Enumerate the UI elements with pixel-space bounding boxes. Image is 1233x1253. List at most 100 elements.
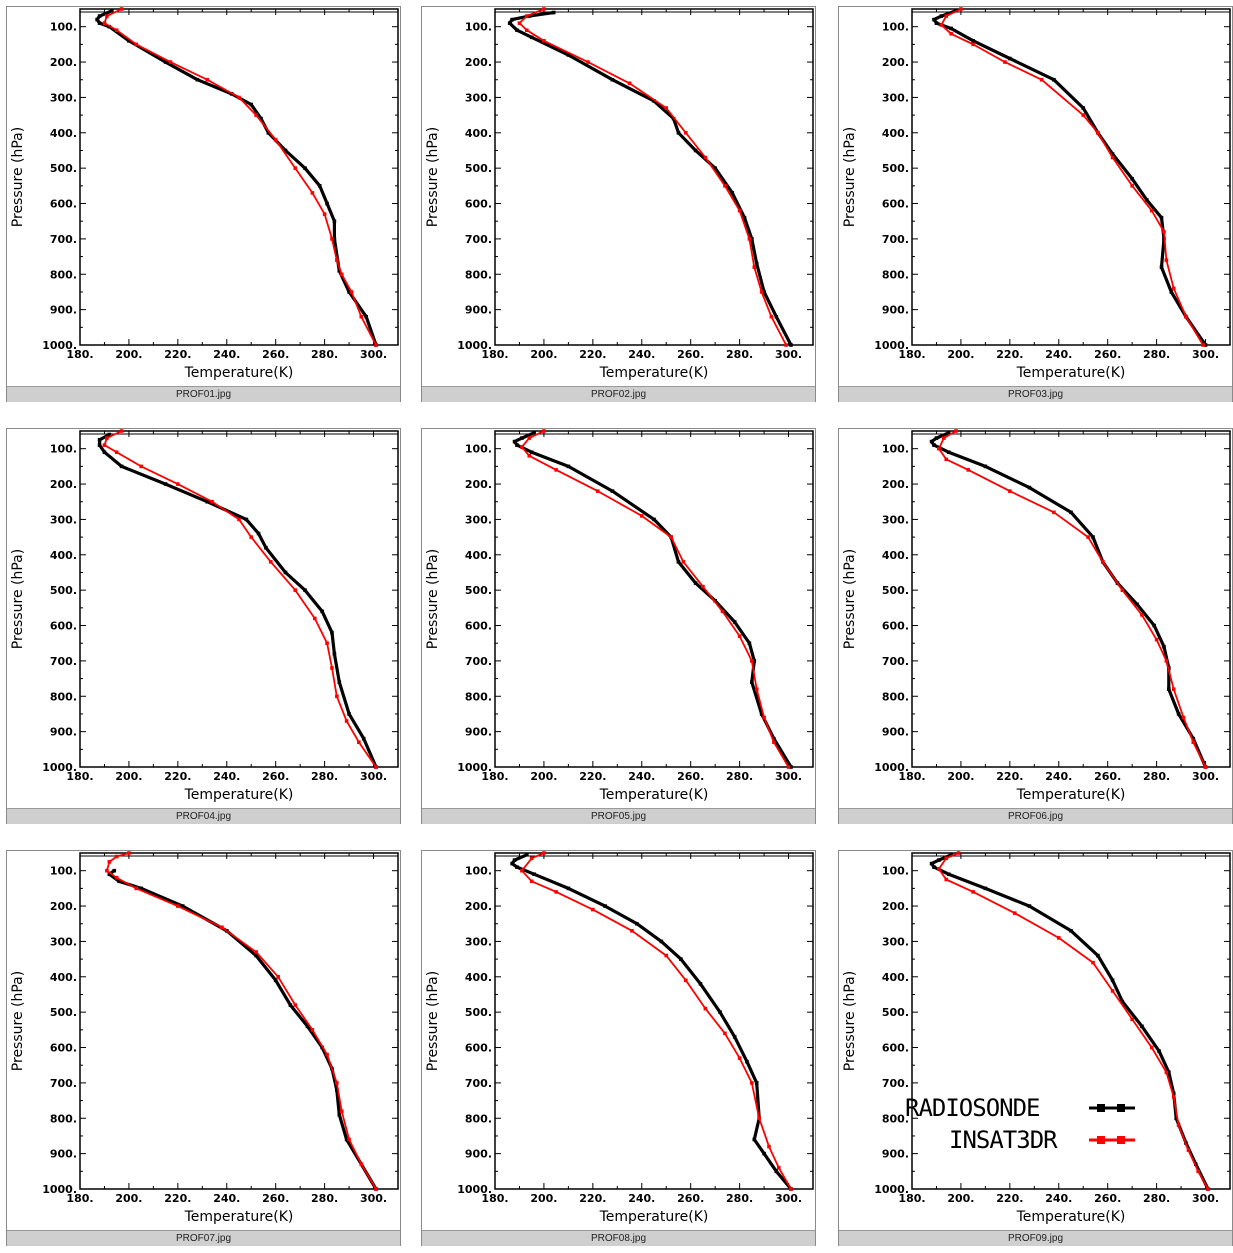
x-tick-label: 280. [726,770,753,783]
radiosonde-point [347,712,351,716]
insat-point [119,7,124,11]
radiosonde-point [119,464,124,469]
radiosonde-point [971,39,975,43]
insat-point [114,450,119,455]
y-axis-label: Pressure (hPa) [842,971,858,1071]
radiosonde-point [1135,602,1139,607]
plot-area [494,852,814,1190]
y-tick-label: 100. [882,21,909,34]
x-tick-label: 200. [530,1192,557,1205]
radiosonde-point [1203,343,1208,347]
profile-plot: 180. 200. 220. 240. 260. 280. 300. 100. 200. 300.… [10,429,399,803]
insat-point [525,28,529,33]
radiosonde-point [752,659,757,663]
y-tick-label: 300. [882,513,909,526]
insat-point [325,641,329,646]
radiosonde-point [946,872,951,877]
legend: RADIOSONDE INSAT3DR [905,1092,1145,1158]
profile-panel: 180. 200. 220. 240. 260. 280. 300. 100. 200. 300.… [6,428,403,828]
insat-point [971,890,975,894]
x-tick-label: 180. [481,770,508,783]
insat-point [527,453,532,458]
y-tick-label: 500. [882,1006,909,1019]
y-tick-label: 700. [465,1077,492,1090]
radiosonde-point [1152,623,1156,628]
radiosonde-point [107,872,112,877]
radiosonde-point [1091,535,1095,539]
insat-point [747,237,752,241]
radiosonde-point [1130,176,1134,181]
y-tick-label: 100. [50,443,77,456]
y-tick-label: 100. [465,21,492,34]
x-tick-label: 240. [213,1192,240,1205]
insat-point [374,1187,378,1191]
radiosonde-point [335,1088,339,1092]
insat-point [949,31,953,36]
radiosonde-point [750,237,754,241]
x-tick-label: 200. [947,1192,974,1205]
insat-point [554,468,558,472]
profile-plot: 180. 200. 220. 240. 260. 280. 300. 100. 200. 300.… [425,429,814,803]
x-tick-label: 220. [579,770,606,783]
x-axis-label: Temperature(K) [599,365,709,381]
insat-point [1039,77,1044,82]
legend-swatch-radiosonde [1089,1104,1135,1112]
radiosonde-point [249,102,254,107]
insat-point [1130,1017,1134,1022]
radiosonde-point [747,641,752,646]
insat-point [542,7,546,11]
profile-panel: 180. 200. 220. 240. 260. 280. 300. 100. 200. 300.… [6,850,403,1250]
radiosonde-point [929,861,934,866]
radiosonde-point [361,736,366,741]
radiosonde-point [1191,736,1196,741]
x-tick-label: 180. [898,770,925,783]
insat-point [374,343,378,347]
insat-point [1052,510,1056,515]
insat-point [525,14,529,18]
y-tick-label: 500. [465,584,492,597]
insat-point [374,765,378,769]
radiosonde-point [610,489,615,493]
x-tick-label: 240. [628,348,655,361]
plot-area [79,430,399,768]
y-tick-label: 600. [465,1042,492,1055]
radiosonde-point [946,430,951,435]
radiosonde-point [195,77,200,82]
insat-point [1149,1045,1154,1050]
radiosonde-point [259,116,263,121]
radiosonde-point [732,1035,737,1039]
filename-bar: PROF02.jpg [422,386,815,402]
y-tick-label: 700. [50,1077,77,1090]
insat-point [757,1116,761,1121]
insat-point [720,609,725,614]
x-tick-label: 200. [530,770,557,783]
radiosonde-point [676,130,681,135]
insat-point [944,14,949,18]
radiosonde-point [1176,712,1181,716]
x-tick-label: 200. [947,348,974,361]
series-insat-line [103,430,377,768]
y-tick-label: 800. [50,268,77,281]
insat-point [784,343,788,347]
radiosonde-point [929,439,934,444]
x-tick-label: 180. [481,1192,508,1205]
x-tick-label: 240. [213,770,240,783]
radiosonde-point [1145,198,1149,202]
radiosonde-point [337,1112,342,1117]
insat-point [664,106,669,110]
radiosonde-point [102,450,107,455]
radiosonde-point [1159,265,1164,269]
y-tick-label: 1000. [42,1183,77,1196]
x-axis-label: Temperature(K) [1016,1209,1126,1225]
radiosonde-point [332,219,337,224]
insat-point [737,1056,742,1060]
insat-point [517,21,522,25]
insat-point [786,765,791,769]
profile-plot: 180. 200. 220. 240. 260. 280. 300. 100. 200. 300.… [425,7,814,381]
y-tick-label: 400. [465,549,492,562]
y-tick-label: 200. [50,478,77,491]
y-tick-label: 400. [50,127,77,140]
profile-panel: 180. 200. 220. 240. 260. 280. 300. 100. 200. 300.… [421,6,818,406]
y-axis-label: Pressure (hPa) [10,127,26,227]
insat-point [1091,960,1095,965]
